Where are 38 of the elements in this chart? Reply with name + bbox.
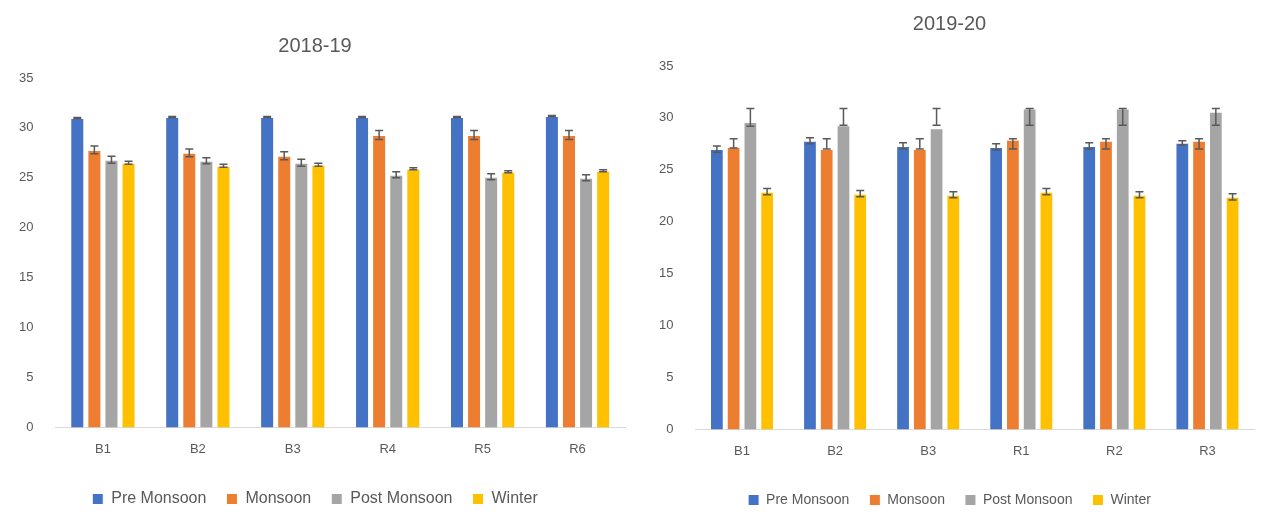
x-tick-label: R4 <box>379 440 396 456</box>
x-tick-label: B3 <box>284 440 301 456</box>
y-tick-label: 25 <box>658 161 674 177</box>
x-tick-label: R3 <box>1199 442 1216 458</box>
y-tick-label: 35 <box>18 69 34 85</box>
x-tick-label: R6 <box>569 440 586 456</box>
y-tick-label: 10 <box>18 319 34 335</box>
chart-title: 2018-19 <box>278 33 352 56</box>
x-tick-label: B3 <box>920 442 937 458</box>
x-tick-label: B1 <box>734 442 750 458</box>
y-tick-label: 30 <box>658 109 674 125</box>
y-tick-label: 35 <box>658 57 674 73</box>
x-tick-label: B2 <box>189 440 206 456</box>
legend-label: Winter <box>491 489 539 507</box>
y-tick-label: 15 <box>18 269 34 285</box>
legend-label: Monsoon <box>887 490 945 507</box>
x-tick-label: R2 <box>1106 442 1123 458</box>
y-tick-label: 5 <box>26 369 34 385</box>
legend-label: Monsoon <box>245 489 312 507</box>
legend-label: Winter <box>1110 490 1152 507</box>
legend-label: Post Monsoon <box>350 489 453 507</box>
y-tick-label: 5 <box>666 369 674 385</box>
chart-title: 2019-20 <box>912 11 987 34</box>
y-tick-label: 20 <box>658 213 674 229</box>
y-tick-label: 20 <box>18 219 34 235</box>
y-tick-label: 0 <box>26 418 34 434</box>
legend-label: Post Monsoon <box>982 490 1073 507</box>
legend-label: Pre Monsoon <box>766 490 850 507</box>
y-tick-label: 25 <box>18 169 34 185</box>
x-tick-label: B2 <box>827 442 844 458</box>
x-tick-label: R5 <box>474 440 491 456</box>
y-tick-label: 30 <box>18 119 34 135</box>
y-tick-label: 0 <box>666 420 674 436</box>
y-tick-label: 10 <box>658 317 674 333</box>
x-tick-label: R1 <box>1012 442 1030 458</box>
legend-label: Pre Monsoon <box>111 489 207 507</box>
y-tick-label: 15 <box>658 265 674 281</box>
x-tick-label: B1 <box>94 440 111 456</box>
